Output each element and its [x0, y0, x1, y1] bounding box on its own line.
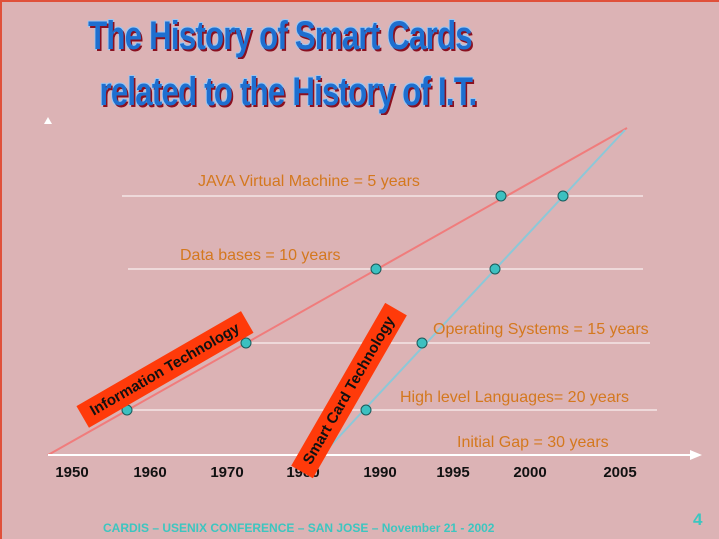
footer-text: CARDIS – USENIX CONFERENCE – SAN JOSE – … [103, 521, 495, 535]
dot-java-it [495, 190, 507, 202]
dot-os-it [240, 337, 252, 349]
year-label: 2005 [603, 464, 637, 481]
dot-java-sc [557, 190, 569, 202]
year-label: 1950 [55, 464, 89, 481]
year-label: 1995 [436, 464, 470, 481]
it-trend-line [47, 127, 628, 456]
year-label: 1970 [210, 464, 244, 481]
axis-arrow-icon [690, 450, 702, 460]
label-hll: High level Languages= 20 years [400, 389, 630, 406]
triangle-marker-icon [44, 117, 52, 124]
label-os: Operating Systems = 15 years [433, 321, 649, 338]
label-databases: Data bases = 10 years [180, 247, 341, 264]
page-number: 4 [693, 510, 703, 529]
year-label: 1990 [363, 464, 397, 481]
label-initial-gap: Initial Gap = 30 years [457, 434, 609, 451]
title-line-1: The History of Smart Cards [88, 14, 472, 58]
dot-os-sc [416, 337, 428, 349]
label-java: JAVA Virtual Machine = 5 years [198, 173, 420, 190]
year-label: 1960 [133, 464, 167, 481]
sc-trend-line [321, 129, 626, 456]
title-line-2: related to the History of I.T. [99, 70, 477, 114]
dot-db-sc [489, 263, 501, 275]
dot-db-it [370, 263, 382, 275]
year-label: 2000 [513, 464, 547, 481]
dot-hll-sc [360, 404, 372, 416]
